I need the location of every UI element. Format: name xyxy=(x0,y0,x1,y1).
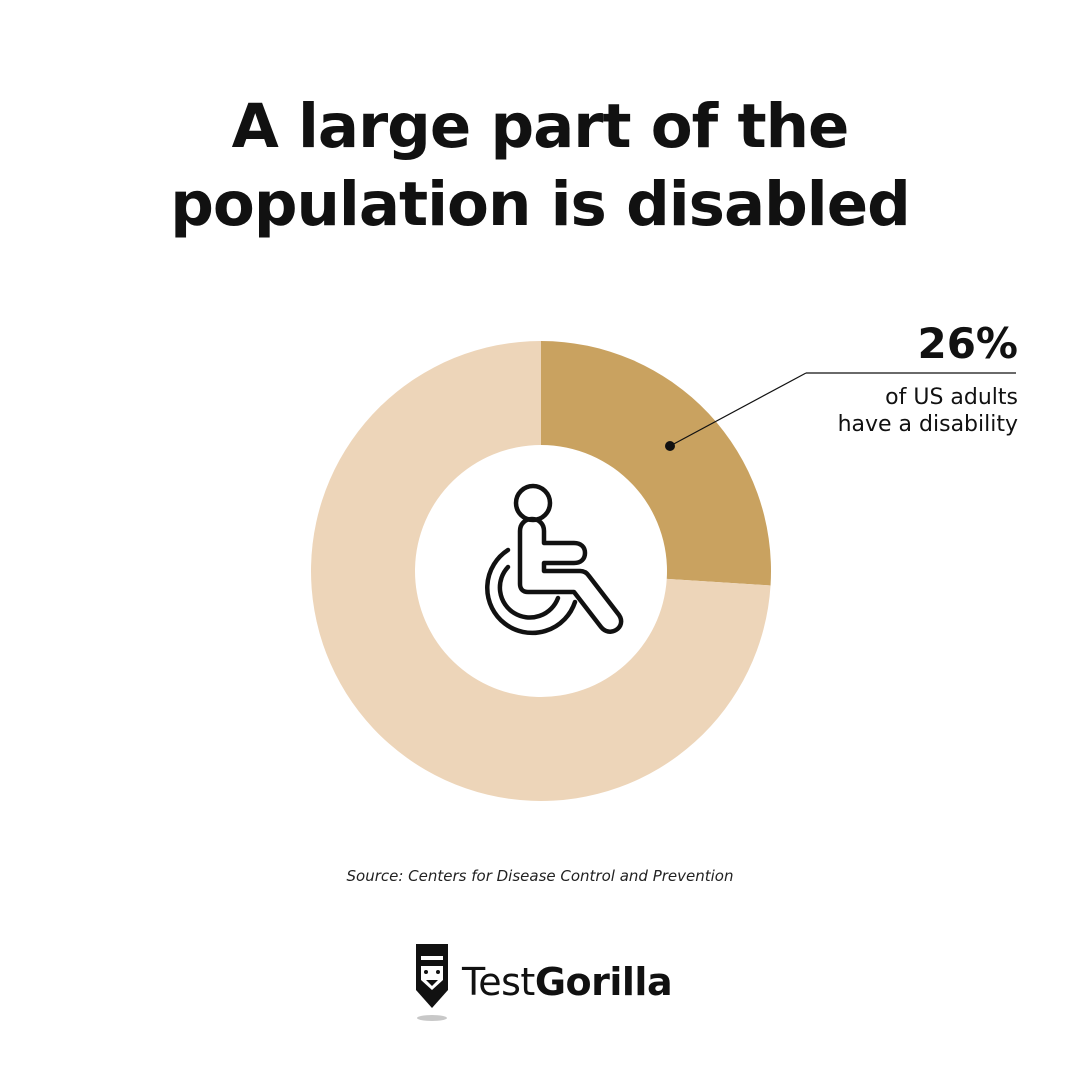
callout-value: 26% xyxy=(917,319,1018,368)
page-title: A large part of the population is disabl… xyxy=(0,88,1080,244)
title-line-1: A large part of the xyxy=(231,91,850,162)
callout-leader xyxy=(665,372,1016,451)
callout-line-1: of US adults xyxy=(885,385,1018,410)
brand-name-part-2: Gorilla xyxy=(534,960,673,1004)
callout-description: of US adults have a disability xyxy=(718,384,1018,438)
callout-pointer-line xyxy=(669,372,807,447)
brand-name-part-1: Test xyxy=(462,960,535,1004)
source-note: Source: Centers for Disease Control and … xyxy=(346,867,734,885)
donut-slices xyxy=(310,341,771,801)
title-line-2: population is disabled xyxy=(170,169,911,240)
wheelchair-icon xyxy=(485,483,624,636)
callout-line-2: have a disability xyxy=(837,412,1018,437)
callout-dot xyxy=(665,441,675,451)
brand-name: TestGorilla xyxy=(462,960,673,1004)
donut-slice-disability xyxy=(541,341,771,586)
brand: TestGorilla xyxy=(410,940,673,1024)
gorilla-logo-icon xyxy=(416,944,448,1021)
donut-slice-remainder xyxy=(310,341,771,801)
